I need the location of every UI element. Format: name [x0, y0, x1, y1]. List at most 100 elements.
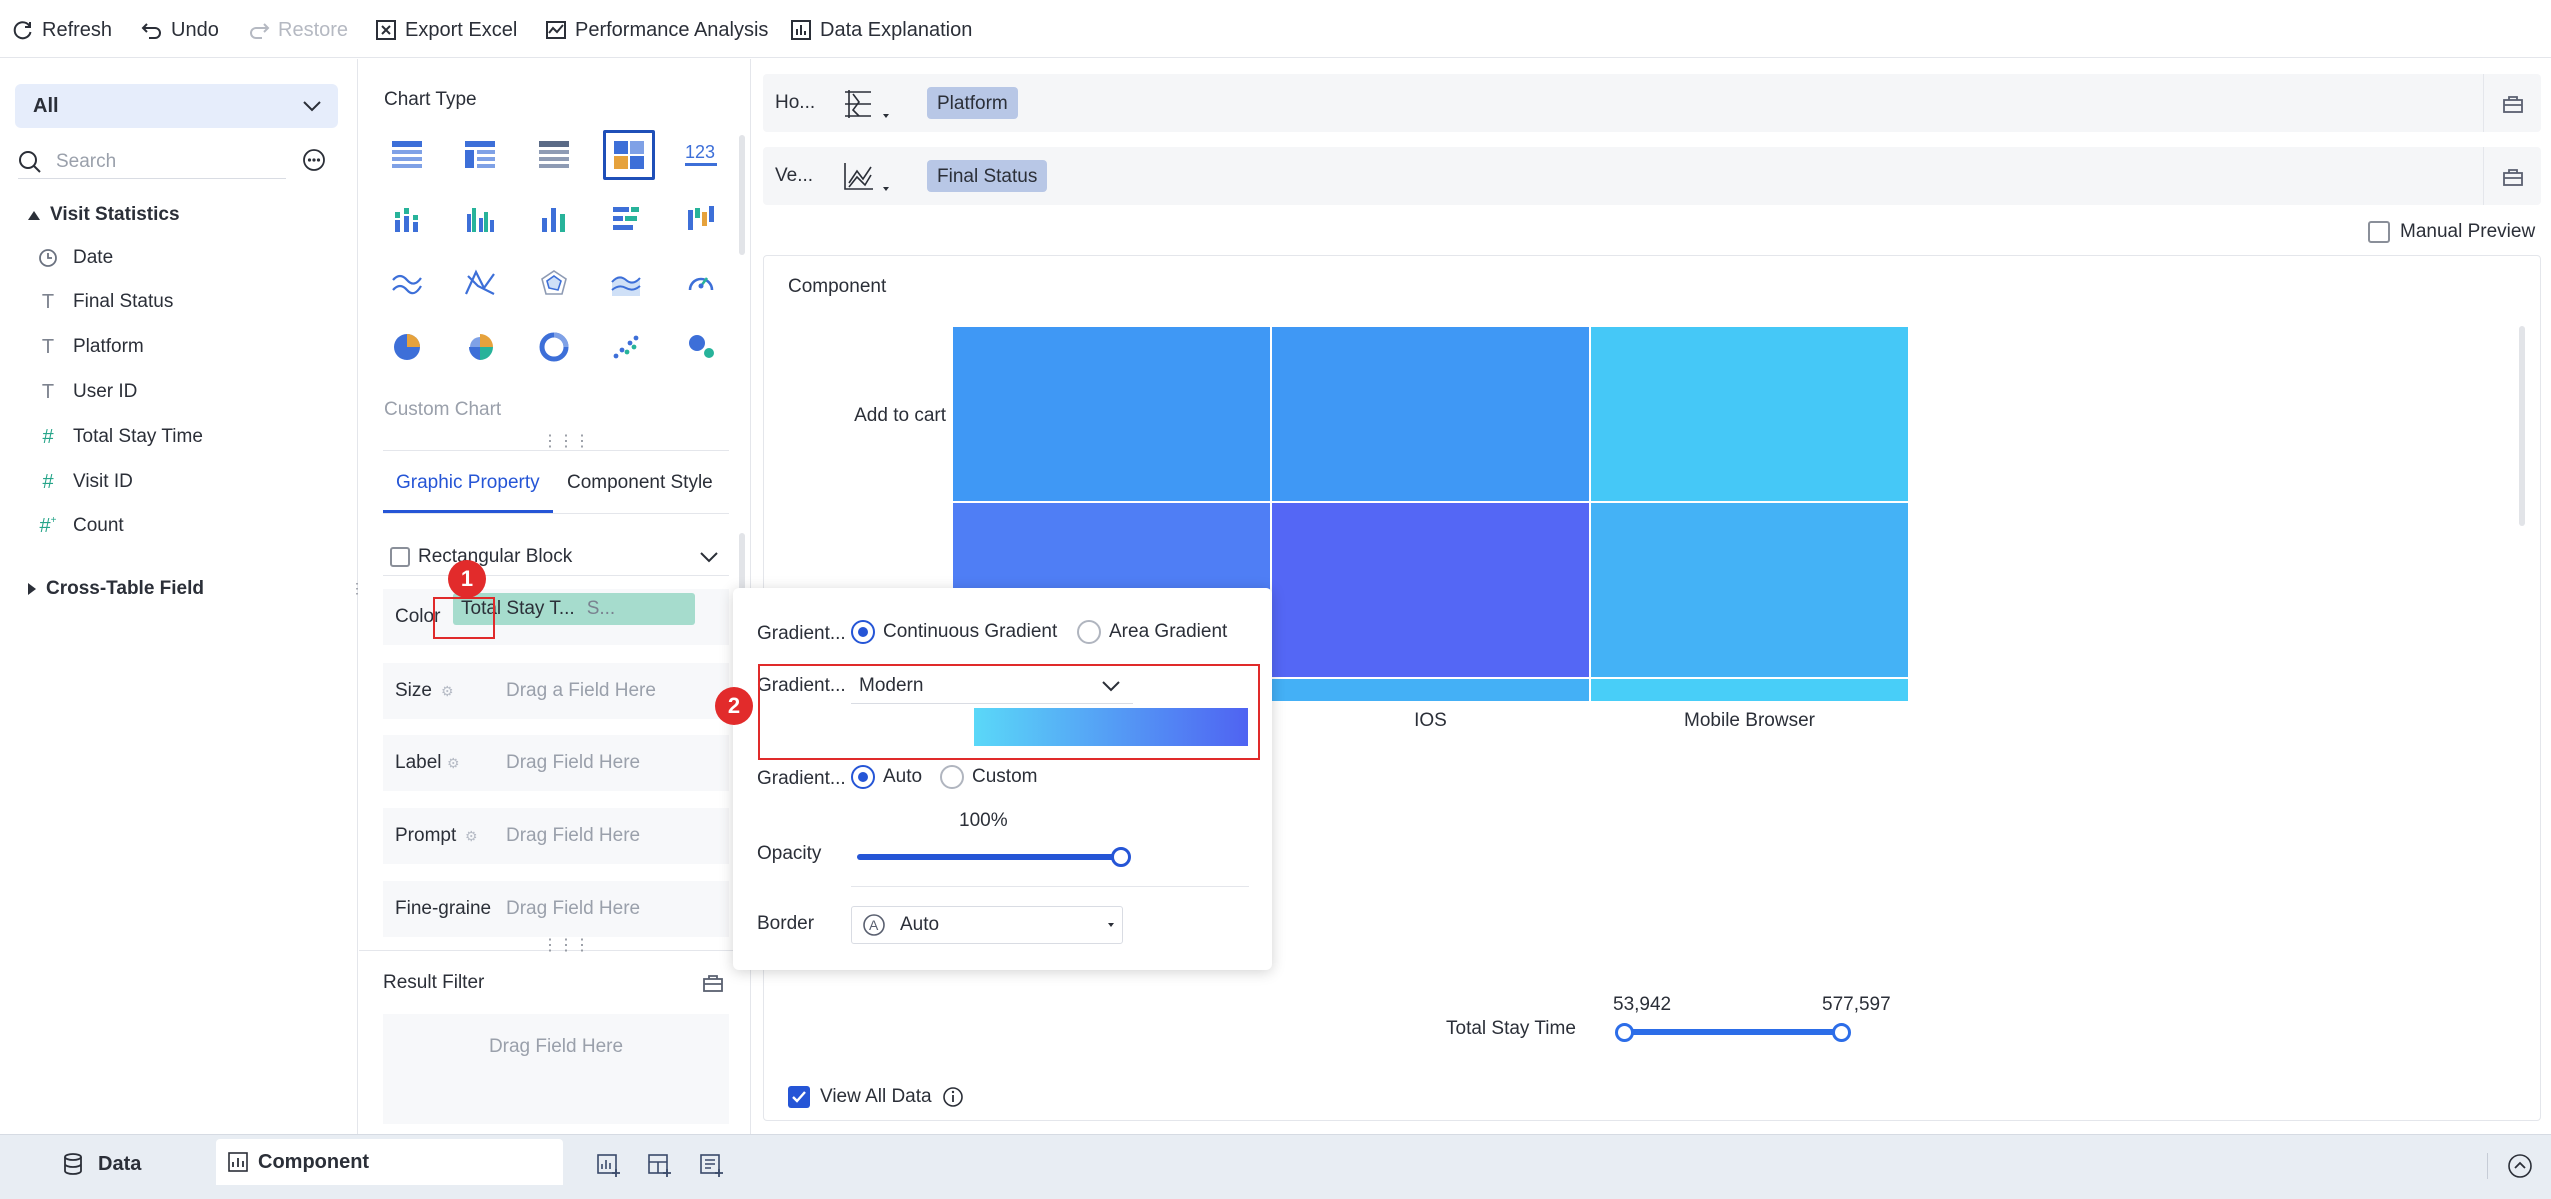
- radio-selected[interactable]: [851, 765, 875, 789]
- gear-icon[interactable]: ⚙: [441, 682, 454, 699]
- label-drop-zone[interactable]: Drag Field Here: [506, 752, 641, 773]
- horizontal-field-pill[interactable]: Platform: [927, 87, 1018, 119]
- gear-icon[interactable]: ⚙: [447, 754, 460, 771]
- legend-max-handle[interactable]: [1832, 1023, 1851, 1042]
- opacity-slider-track[interactable]: [857, 854, 1121, 860]
- heatmap-chart-icon[interactable]: [603, 130, 655, 180]
- custom-chart-label[interactable]: Custom Chart: [384, 399, 502, 420]
- add-report-icon[interactable]: [699, 1153, 725, 1179]
- scope-select[interactable]: All: [15, 84, 338, 128]
- vertical-field-pill[interactable]: Final Status: [927, 160, 1048, 192]
- prompt-drop-zone[interactable]: Drag Field Here: [506, 825, 641, 846]
- tab-graphic-property[interactable]: Graphic Property: [396, 472, 540, 493]
- horizontal-bar-icon[interactable]: [603, 196, 649, 242]
- radar-line-icon[interactable]: [457, 260, 503, 306]
- view-all-data-checkbox[interactable]: [788, 1086, 810, 1108]
- radio-selected[interactable]: [851, 620, 875, 644]
- data-tab[interactable]: Data: [62, 1152, 141, 1176]
- add-component-icon[interactable]: [596, 1153, 622, 1179]
- vertical-axis-icon[interactable]: [843, 161, 893, 193]
- heatmap-cell[interactable]: [1270, 501, 1591, 679]
- refresh-button[interactable]: Refresh: [12, 17, 112, 43]
- undo-button[interactable]: Undo: [141, 17, 219, 43]
- donut-chart-icon[interactable]: [531, 324, 577, 370]
- radio-unselected[interactable]: [940, 765, 964, 789]
- field-user-id[interactable]: T User ID: [37, 378, 138, 406]
- drag-handle-icon[interactable]: ⋮⋮⋮: [542, 937, 590, 954]
- radio-unselected[interactable]: [1077, 620, 1101, 644]
- tab-component-style[interactable]: Component Style: [567, 472, 713, 493]
- group-cross-table[interactable]: Cross-Table Field: [28, 575, 204, 603]
- continuous-gradient-radio[interactable]: Continuous Gradient: [851, 620, 1057, 644]
- stacked-bar-icon[interactable]: [384, 196, 430, 242]
- number-card-icon[interactable]: 123: [678, 132, 724, 178]
- drag-handle-icon[interactable]: ⋮⋮⋮: [542, 433, 590, 450]
- gradient-scheme-select[interactable]: Modern: [851, 668, 1133, 704]
- area-gradient-radio[interactable]: Area Gradient: [1077, 620, 1227, 644]
- pie-chart-icon[interactable]: [384, 324, 430, 370]
- chevron-down-icon[interactable]: [699, 549, 719, 565]
- custom-range-radio[interactable]: Custom: [940, 765, 1037, 789]
- fine-grained-drop-zone[interactable]: Drag Field Here: [506, 898, 641, 919]
- heatmap-cell[interactable]: [1270, 325, 1591, 503]
- horizontal-axis-icon[interactable]: [843, 88, 893, 120]
- gear-icon[interactable]: ⚙: [465, 827, 478, 844]
- view-all-data-toggle[interactable]: View All Data: [788, 1086, 964, 1108]
- border-select[interactable]: A Auto: [851, 906, 1123, 944]
- field-count[interactable]: # + Count: [37, 512, 124, 540]
- shape-select[interactable]: Rectangular Block: [390, 546, 572, 568]
- info-icon[interactable]: [942, 1086, 964, 1108]
- heatmap-cell[interactable]: [1270, 677, 1591, 703]
- area-chart-icon[interactable]: [603, 260, 649, 306]
- component-tab[interactable]: Component: [216, 1139, 563, 1185]
- line-chart-icon[interactable]: [384, 260, 430, 306]
- heatmap-cell[interactable]: [1589, 325, 1910, 503]
- scrollbar[interactable]: [2519, 326, 2525, 526]
- label-property-row[interactable]: Label ⚙ Drag Field Here: [383, 735, 729, 791]
- scatter-chart-icon[interactable]: [603, 324, 649, 370]
- add-dashboard-icon[interactable]: [647, 1153, 673, 1179]
- gauge-chart-icon[interactable]: [678, 260, 724, 306]
- performance-analysis-button[interactable]: Performance Analysis: [545, 17, 768, 43]
- grouped-bar-icon[interactable]: [457, 196, 503, 242]
- lock-button[interactable]: [2483, 74, 2541, 132]
- field-total-stay-time[interactable]: # Total Stay Time: [37, 423, 202, 451]
- group-visit-statistics[interactable]: Visit Statistics: [28, 201, 180, 229]
- auto-range-radio[interactable]: Auto: [851, 765, 922, 789]
- scrollbar[interactable]: [739, 135, 745, 255]
- performance-icon: [546, 21, 566, 39]
- lock-icon[interactable]: [702, 971, 724, 993]
- data-explanation-button[interactable]: Data Explanation: [790, 17, 972, 43]
- size-drop-zone[interactable]: Drag a Field Here: [506, 680, 656, 701]
- prompt-property-row[interactable]: Prompt ⚙ Drag Field Here: [383, 808, 729, 864]
- search-input[interactable]: Search: [18, 145, 286, 179]
- manual-preview-checkbox[interactable]: [2368, 221, 2390, 243]
- field-platform[interactable]: T Platform: [37, 333, 144, 361]
- opacity-slider-handle[interactable]: [1111, 847, 1131, 867]
- field-visit-id[interactable]: # Visit ID: [37, 468, 132, 496]
- restore-button[interactable]: Restore: [248, 17, 348, 43]
- export-excel-button[interactable]: Export Excel: [375, 17, 517, 43]
- collapse-up-icon[interactable]: [2507, 1153, 2533, 1179]
- bar-chart-icon[interactable]: [531, 196, 577, 242]
- size-property-row[interactable]: Size ⚙ Drag a Field Here: [383, 663, 729, 719]
- waterfall-chart-icon[interactable]: [678, 196, 724, 242]
- heatmap-cell[interactable]: [951, 325, 1272, 503]
- heatmap-cell[interactable]: [1589, 677, 1910, 703]
- result-filter-drop-zone[interactable]: Drag Field Here: [383, 1014, 729, 1124]
- table-chart-icon[interactable]: [384, 132, 430, 178]
- heatmap-cell[interactable]: [1589, 501, 1910, 679]
- legend-min-handle[interactable]: [1615, 1023, 1634, 1042]
- bubble-chart-icon[interactable]: [678, 324, 724, 370]
- cross-table-icon[interactable]: [531, 132, 577, 178]
- group-table-icon[interactable]: [457, 132, 503, 178]
- fine-grained-property-row[interactable]: Fine-graine Drag Field Here: [383, 881, 729, 937]
- field-date[interactable]: Date: [37, 244, 113, 272]
- caret-right-icon: [28, 583, 36, 595]
- radar-chart-icon[interactable]: [531, 260, 577, 306]
- field-final-status[interactable]: T Final Status: [37, 288, 173, 316]
- lock-button[interactable]: [2483, 147, 2541, 205]
- more-options-icon[interactable]: [302, 148, 326, 172]
- manual-preview-toggle[interactable]: Manual Preview: [2368, 221, 2535, 243]
- rose-chart-icon[interactable]: [457, 324, 503, 370]
